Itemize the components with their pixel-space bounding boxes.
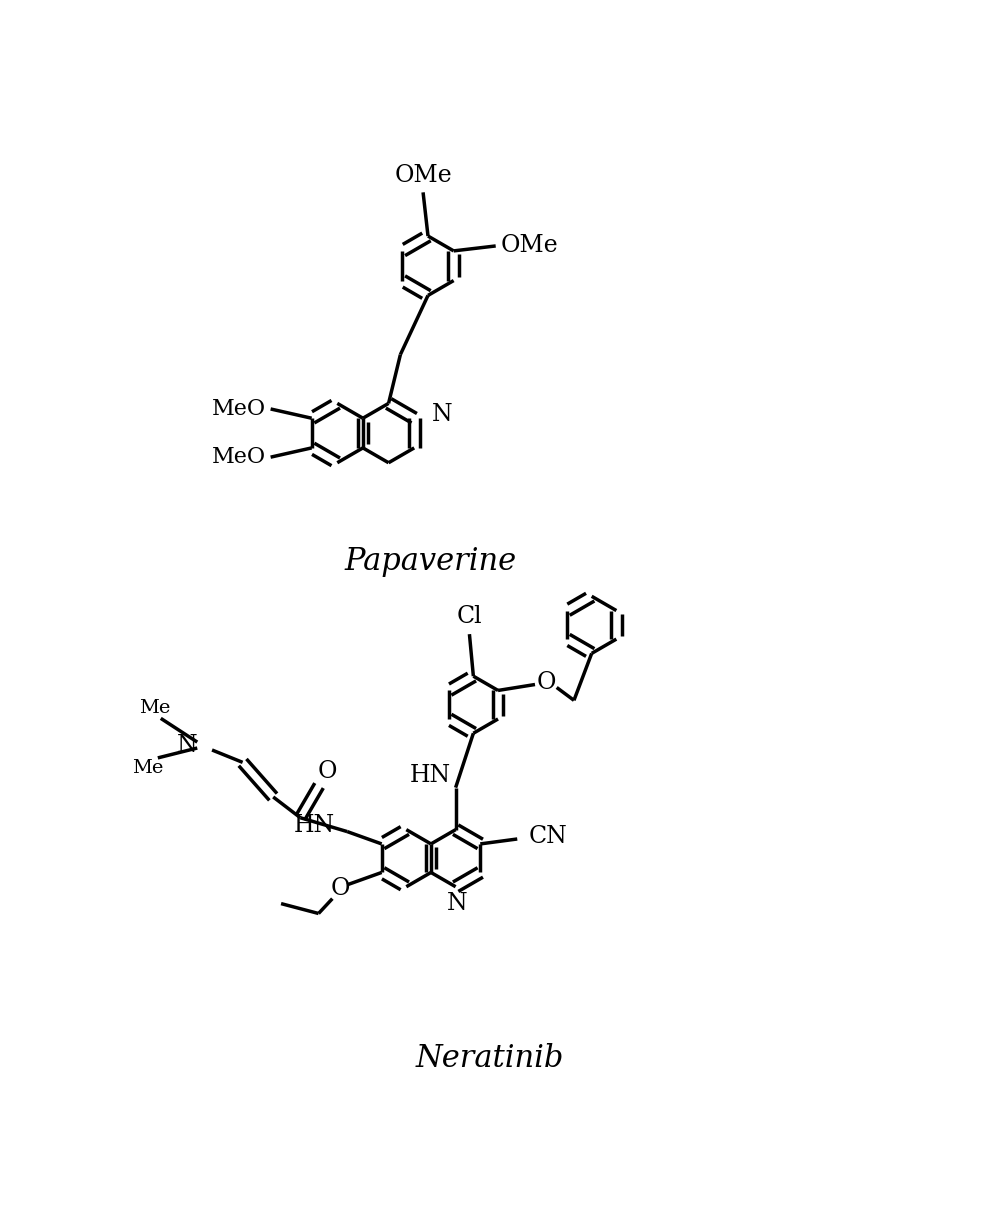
Text: Me: Me (132, 759, 164, 777)
Text: O: O (331, 878, 350, 900)
Text: MeO: MeO (212, 446, 266, 468)
Text: OMe: OMe (500, 234, 558, 257)
Text: HN: HN (294, 814, 336, 837)
Text: N: N (448, 893, 468, 915)
Text: CN: CN (529, 825, 567, 848)
Text: HN: HN (410, 764, 451, 787)
Text: N: N (177, 733, 197, 756)
Text: O: O (537, 671, 556, 694)
Text: N: N (432, 403, 453, 425)
Text: Me: Me (139, 700, 171, 717)
Text: MeO: MeO (212, 398, 266, 421)
Text: OMe: OMe (395, 164, 452, 188)
Text: Papaverine: Papaverine (345, 546, 517, 577)
Text: Neratinib: Neratinib (416, 1043, 564, 1074)
Text: Cl: Cl (457, 604, 483, 628)
Text: O: O (318, 760, 337, 783)
